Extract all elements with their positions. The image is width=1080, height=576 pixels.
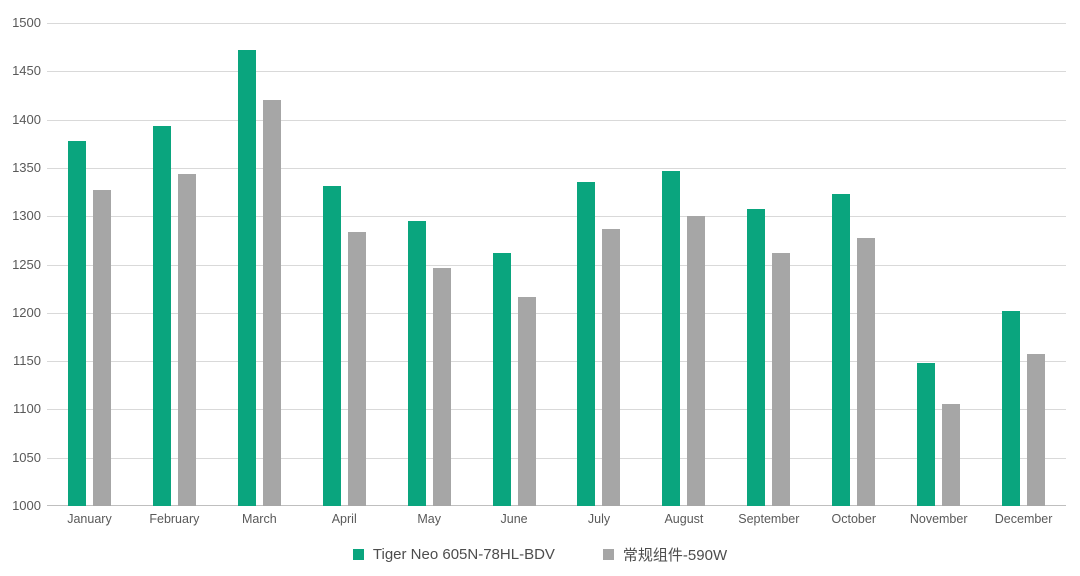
bar [687,216,706,506]
bar-group [981,23,1066,506]
y-axis-tick-label: 1050 [12,449,41,465]
y-axis-tick-label: 1000 [12,498,41,513]
bar [662,170,681,506]
y-axis-tick-label: 1150 [13,353,41,369]
x-axis-tick-label: March [241,512,277,526]
gridline [47,457,1066,459]
bar-group [47,23,132,506]
legend-swatch-icon [602,549,614,560]
bar-group [472,23,557,506]
bars-layer [47,23,1066,506]
y-axis-tick-label: 1200 [12,304,41,320]
gridline [47,312,1066,314]
bar [832,194,851,506]
x-axis-tick-label: February [149,512,200,526]
gridline [47,409,1066,411]
legend-swatch-icon [352,549,364,560]
x-axis: January February March April May June July Augu… [47,512,1066,526]
y-axis-tick-label: 1350 [12,159,41,175]
bar-group [726,23,811,506]
bar [237,50,256,506]
bar [1002,310,1021,506]
y-axis-tick-label: 1450 [12,63,41,79]
bar-group [811,23,896,506]
bar [942,403,961,506]
legend-label: Tiger Neo 605N-78HL-BDV [372,546,555,563]
plot-area [47,23,1066,506]
legend-label: 常规组件-590W [622,547,728,564]
bar-group [132,23,217,506]
bar [492,252,511,506]
bar [747,209,766,506]
legend-item: 常规组件-590W [602,544,728,565]
bar [347,231,366,506]
gridline [47,361,1066,363]
bar-group [896,23,981,506]
legend: Tiger Neo 605N-78HL-BDV 常规组件-590W [0,544,1080,565]
x-axis-tick-label: December [994,512,1053,526]
x-axis-tick-label: August [664,512,704,526]
x-axis-tick-label: May [417,512,441,526]
bar-group [641,23,726,506]
x-axis-tick-label: April [331,512,357,526]
gridline [47,119,1066,121]
gridline [47,167,1066,169]
y-axis-tick-label: 1100 [13,401,41,417]
bar [92,190,111,506]
bar [67,140,86,506]
bar [322,186,341,506]
bar [857,238,876,506]
bar [917,363,936,506]
x-axis-tick-label: November [909,512,968,526]
bar [177,173,196,506]
y-axis-tick-label: 1500 [12,15,41,30]
gridline [47,23,1066,24]
bar [517,297,536,506]
bar [602,228,621,506]
bar [432,268,451,506]
bar-group [387,23,472,506]
legend-item: Tiger Neo 605N-78HL-BDV [352,546,555,563]
y-axis-tick-label: 1300 [12,208,41,224]
x-axis-tick-label: October [831,512,876,526]
gridline [47,216,1066,218]
bar-group [302,23,387,506]
gridline [47,71,1066,73]
x-axis-tick-label: January [67,512,112,526]
bar-group [557,23,642,506]
bar [152,126,171,506]
x-axis-tick-label: June [500,512,528,526]
bar [772,252,791,506]
y-axis: 1000 1050 1100 1150 1200 1250 1300 1350 1400 1450… [0,15,41,513]
x-axis-tick-label: July [587,512,611,526]
gridline [47,505,1066,506]
bar [577,182,596,506]
x-axis-tick-label: September [738,512,800,526]
y-axis-tick-label: 1400 [12,111,41,127]
y-axis-tick-label: 1250 [12,256,41,272]
bar-group [217,23,302,506]
bar [262,100,281,506]
bar [407,221,426,506]
bar [1027,354,1046,506]
gridline [47,264,1066,266]
